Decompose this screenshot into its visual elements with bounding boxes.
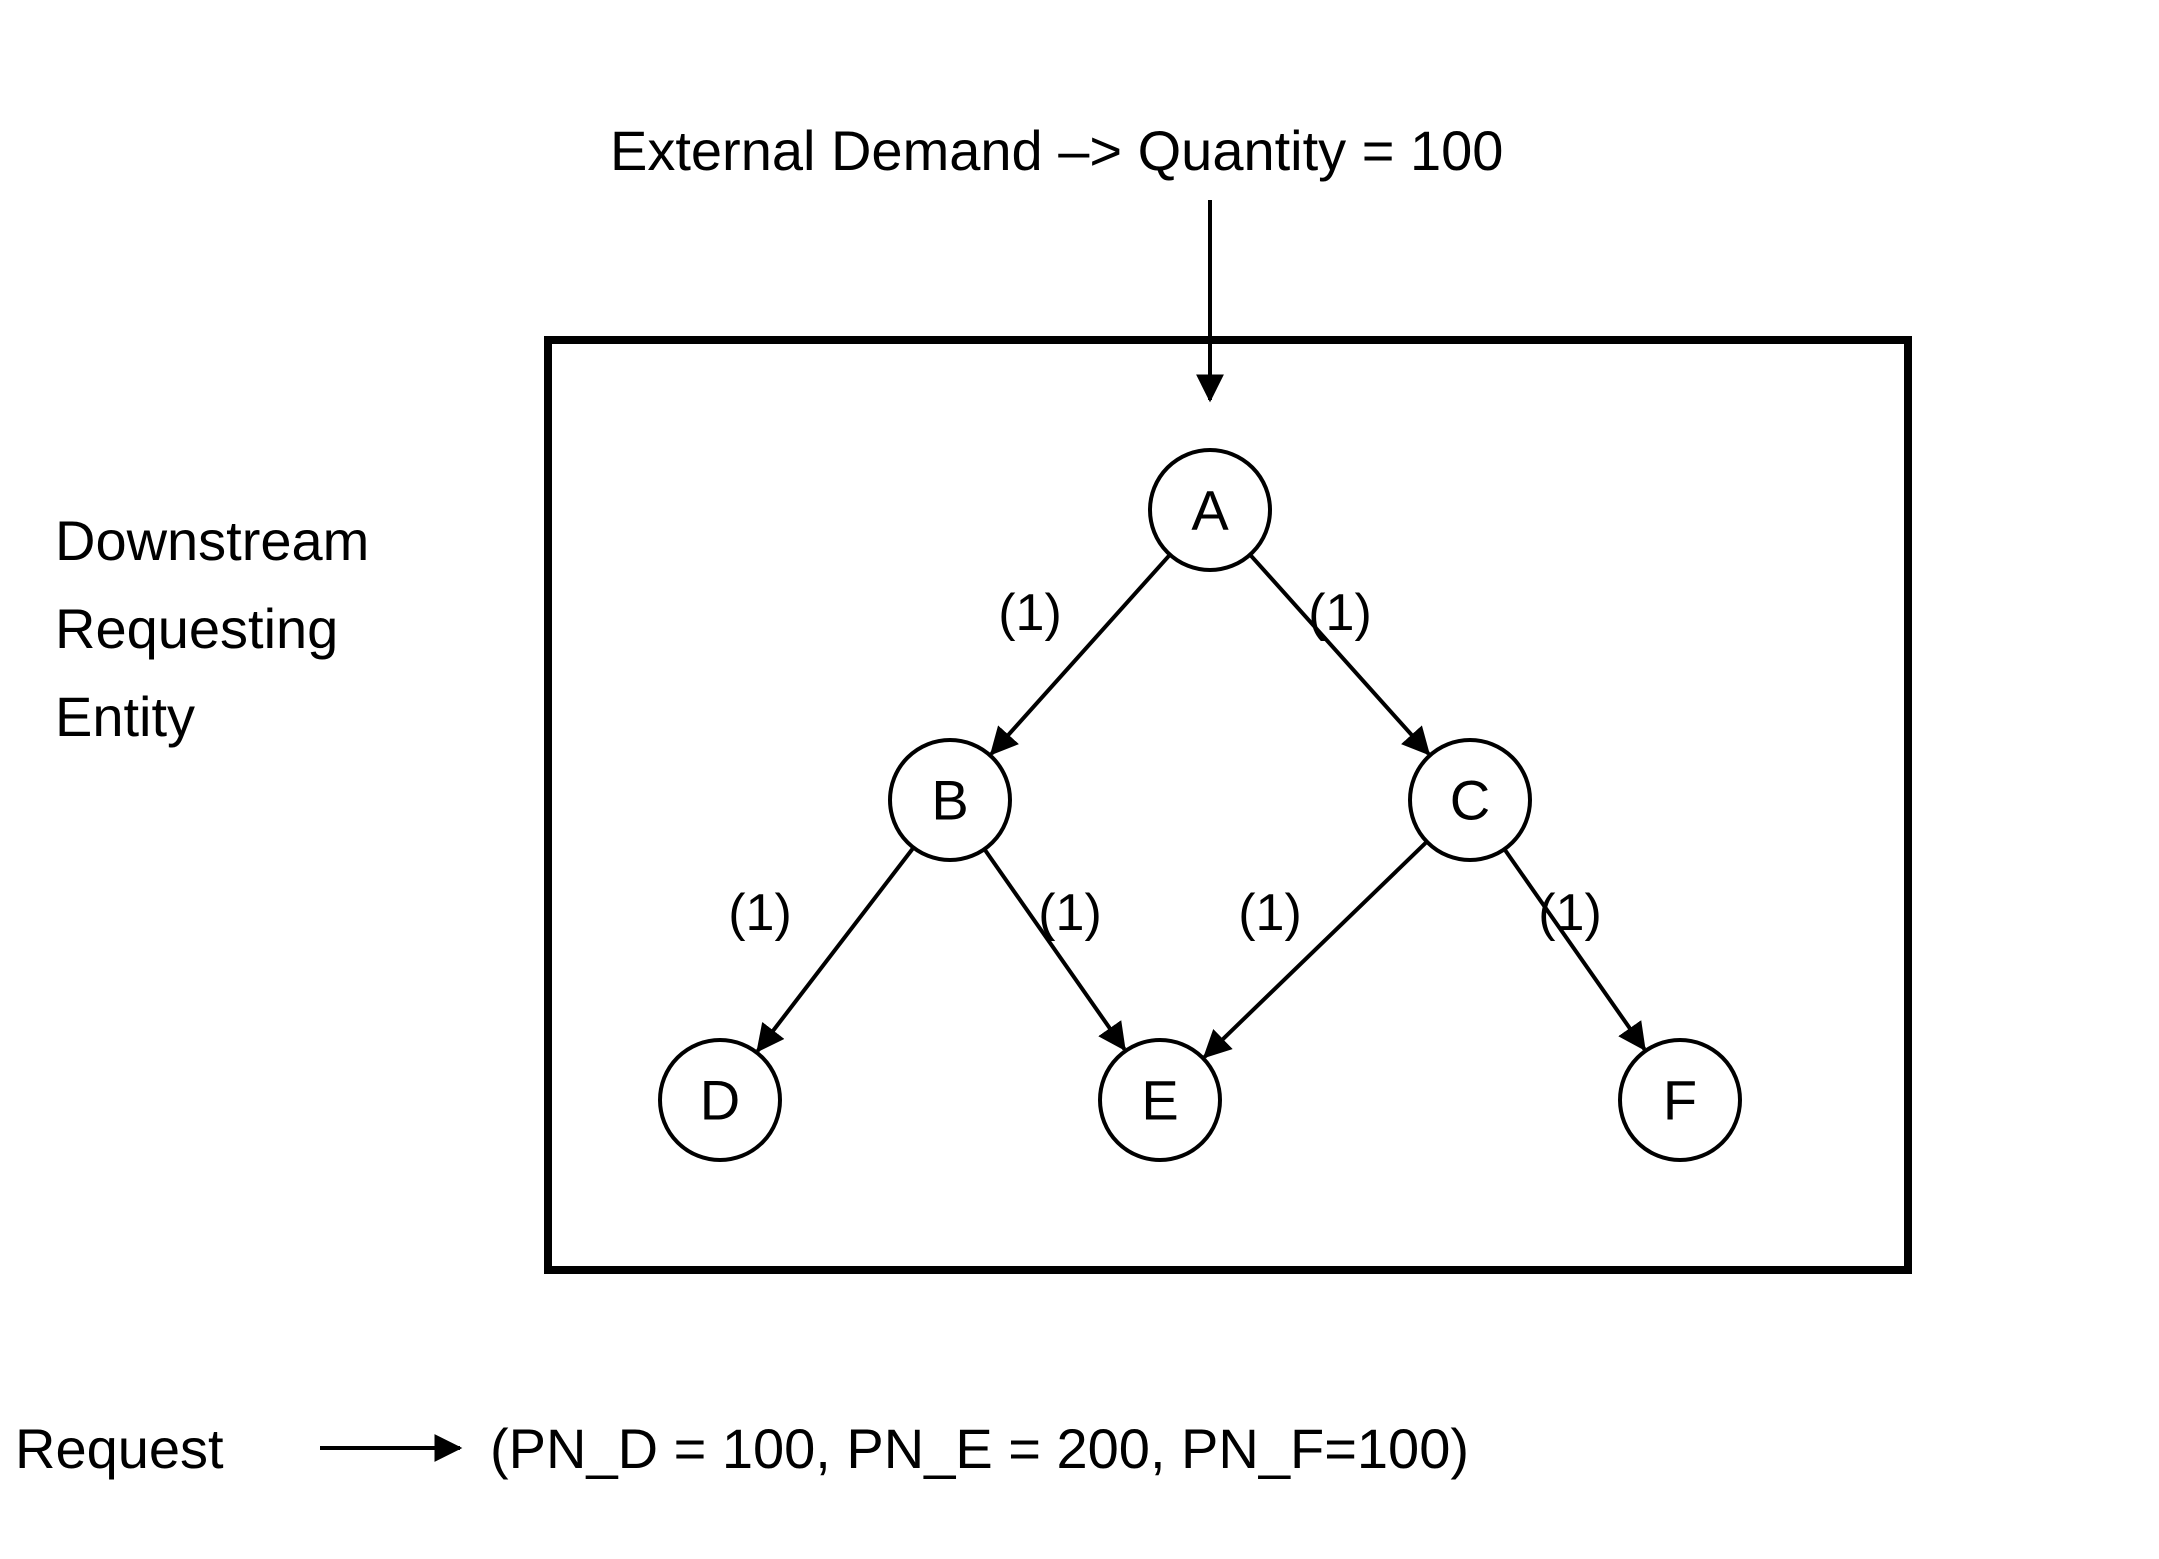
- node-label-E: E: [1141, 1069, 1178, 1132]
- node-label-C: C: [1450, 769, 1490, 832]
- edge-C-E: [1205, 842, 1427, 1057]
- node-label-B: B: [931, 769, 968, 832]
- edge-label-C-E: (1): [1238, 884, 1302, 942]
- node-label-F: F: [1663, 1069, 1697, 1132]
- side-label-line: Requesting: [55, 597, 338, 660]
- edge-B-E: [984, 849, 1124, 1049]
- side-label-line: Downstream: [55, 509, 369, 572]
- edge-label-B-E: (1): [1038, 884, 1102, 942]
- diagram-canvas: External Demand –> Quantity = 100 Downstr…: [0, 0, 2159, 1559]
- edge-label-C-F: (1): [1538, 884, 1602, 942]
- edge-C-F: [1504, 849, 1644, 1049]
- side-label-line: Entity: [55, 685, 195, 748]
- edge-B-D: [758, 848, 914, 1051]
- request-result: (PN_D = 100, PN_E = 200, PN_F=100): [490, 1417, 1469, 1480]
- node-label-D: D: [700, 1069, 740, 1132]
- request-label: Request: [15, 1417, 224, 1480]
- node-label-A: A: [1191, 479, 1229, 542]
- edge-label-A-C: (1): [1308, 584, 1372, 642]
- edge-label-A-B: (1): [998, 584, 1062, 642]
- title-text: External Demand –> Quantity = 100: [610, 119, 1503, 182]
- edge-label-B-D: (1): [728, 884, 792, 942]
